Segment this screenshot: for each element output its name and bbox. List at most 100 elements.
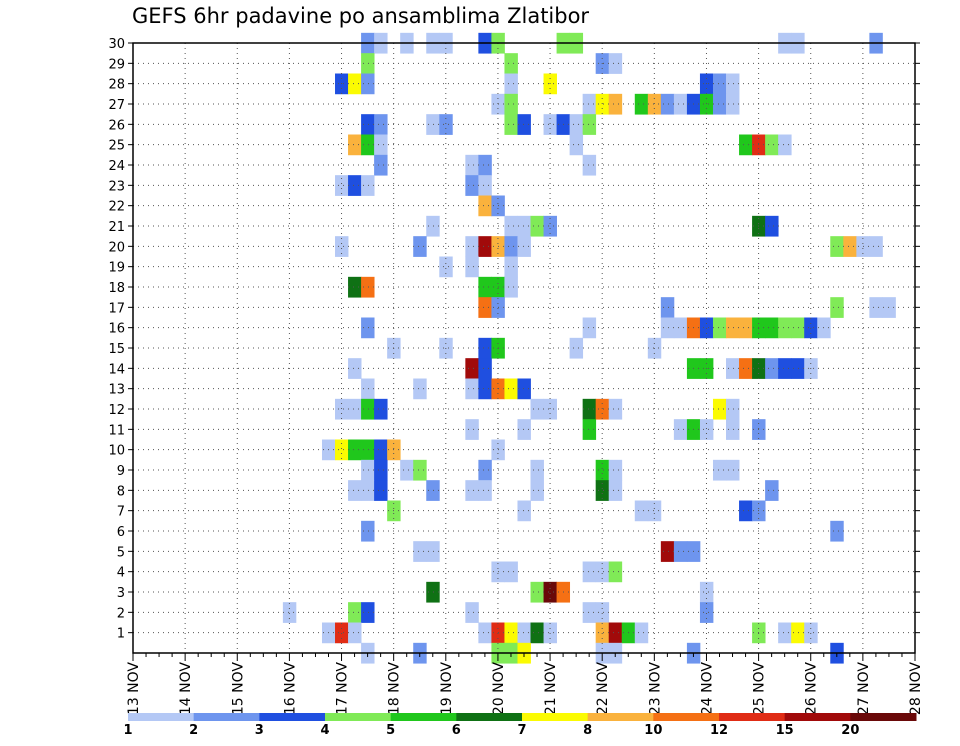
colorbar-label: 2: [189, 723, 198, 738]
x-axis: 13 NOV 14 NOV 15 NOV 16 NOV 17 NOV 18 NOV 19 N…: [126, 653, 924, 715]
heatmap-cell: [348, 134, 362, 156]
heatmap-cell: [400, 459, 414, 481]
heatmap-cell: [413, 236, 427, 257]
heatmap-cell: [374, 439, 388, 461]
heatmap-cell: [335, 175, 349, 196]
heatmap-cell: [595, 622, 610, 644]
heatmap-cell: [504, 93, 518, 115]
heatmap-cell: [465, 480, 479, 501]
y-tick-label: 23: [108, 179, 125, 194]
y-tick-label: 10: [108, 444, 125, 459]
heatmap-cell: [673, 93, 688, 115]
y-axis: 1234567891011121314151617181920212223242…: [108, 37, 920, 642]
heatmap-cell: [739, 358, 753, 379]
heatmap-cell: [765, 215, 779, 237]
y-tick-label: 14: [108, 362, 125, 377]
heatmap-cell: [543, 581, 557, 603]
heatmap-cell: [478, 459, 492, 481]
heatmap-cell: [504, 236, 518, 257]
x-tick-label: 16 NOV: [282, 662, 298, 716]
x-tick-label: 19 NOV: [439, 662, 455, 716]
heatmap-cell: [660, 93, 675, 115]
heatmap-cell: [543, 398, 557, 420]
heatmap-cell: [778, 358, 792, 379]
heatmap-cell: [530, 581, 544, 603]
heatmap-cell: [504, 73, 518, 95]
x-tick-label: 20 NOV: [491, 662, 507, 716]
y-tick-label: 20: [108, 240, 125, 255]
heatmap-cell: [882, 297, 896, 318]
heatmap-cell: [699, 602, 714, 623]
heatmap-cell: [517, 622, 531, 644]
colorbar-label: 8: [583, 723, 592, 738]
y-tick-label: 24: [108, 159, 125, 174]
heatmap-cell: [361, 134, 375, 156]
heatmap-cell: [530, 215, 544, 237]
heatmap-cell: [699, 581, 714, 603]
x-tick-label: 17 NOV: [335, 662, 351, 716]
heatmap-cell: [361, 602, 375, 623]
heatmap-cell: [582, 602, 597, 623]
heatmap-cell: [595, 93, 610, 115]
heatmap-cell: [374, 398, 388, 420]
heatmap-cell: [465, 358, 479, 379]
heatmap-cell: [778, 134, 792, 156]
heatmap-cell: [660, 541, 675, 562]
heatmap-cell: [804, 622, 818, 644]
heatmap-cell: [582, 317, 597, 339]
heatmap-cell: [726, 93, 740, 115]
colorbar-swatch: [653, 713, 720, 721]
heatmap-cell: [478, 154, 492, 176]
heatmap-cell: [426, 215, 440, 237]
y-tick-label: 26: [108, 118, 125, 133]
heatmap-cell: [517, 114, 531, 135]
y-tick-label: 21: [108, 220, 125, 235]
x-tick-label: 23 NOV: [647, 662, 663, 716]
x-tick-label: 13 NOV: [126, 662, 142, 716]
heatmap-cell: [608, 622, 623, 644]
heatmap-cell: [765, 480, 779, 501]
heatmap-cell: [739, 134, 753, 156]
colorbar-swatch: [259, 713, 326, 721]
heatmap-cell: [504, 622, 518, 644]
heatmap-cell: [830, 236, 844, 257]
heatmap-cell: [595, 480, 610, 501]
heatmap-cell: [465, 378, 479, 400]
heatmap-cell: [660, 317, 675, 339]
heatmap-cell: [726, 73, 740, 95]
heatmap-cell: [726, 358, 740, 379]
heatmap-cell: [361, 398, 375, 420]
y-tick-label: 30: [108, 37, 125, 52]
colorbar-swatch: [850, 713, 917, 721]
heatmap-cell: [595, 459, 610, 481]
heatmap-cell: [712, 459, 727, 481]
y-tick-label: 29: [108, 57, 125, 72]
heatmap-cell: [634, 93, 649, 115]
heatmap-cell: [465, 256, 479, 278]
heatmap-cell: [374, 134, 388, 156]
heatmap-cell: [361, 114, 375, 135]
chart-title: GEFS 6hr padavine po ansamblima Zlatibor: [132, 4, 590, 28]
y-tick-label: 9: [117, 464, 125, 479]
heatmap-cell: [335, 236, 349, 257]
heatmap-cell: [504, 53, 518, 74]
heatmap-cell: [595, 561, 610, 583]
colorbar-label: 20: [841, 723, 859, 738]
heatmap-cell: [543, 215, 557, 237]
heatmap-cell: [348, 73, 362, 95]
heatmap-cell: [595, 602, 610, 623]
heatmap-cell: [530, 398, 544, 420]
heatmap-cell: [348, 622, 362, 644]
heatmap-cell: [478, 358, 492, 379]
heatmap-cells: [282, 32, 896, 664]
colorbar-label: 5: [386, 723, 395, 738]
heatmap-cell: [517, 500, 531, 522]
x-tick-label: 25 NOV: [752, 662, 768, 716]
heatmap-cell: [374, 480, 388, 501]
heatmap-cell: [478, 236, 492, 257]
x-tick-label: 21 NOV: [543, 662, 559, 716]
heatmap-cell: [478, 195, 492, 217]
heatmap-cell: [778, 622, 792, 644]
heatmap-cell: [504, 114, 518, 135]
heatmap-cell: [726, 419, 740, 440]
